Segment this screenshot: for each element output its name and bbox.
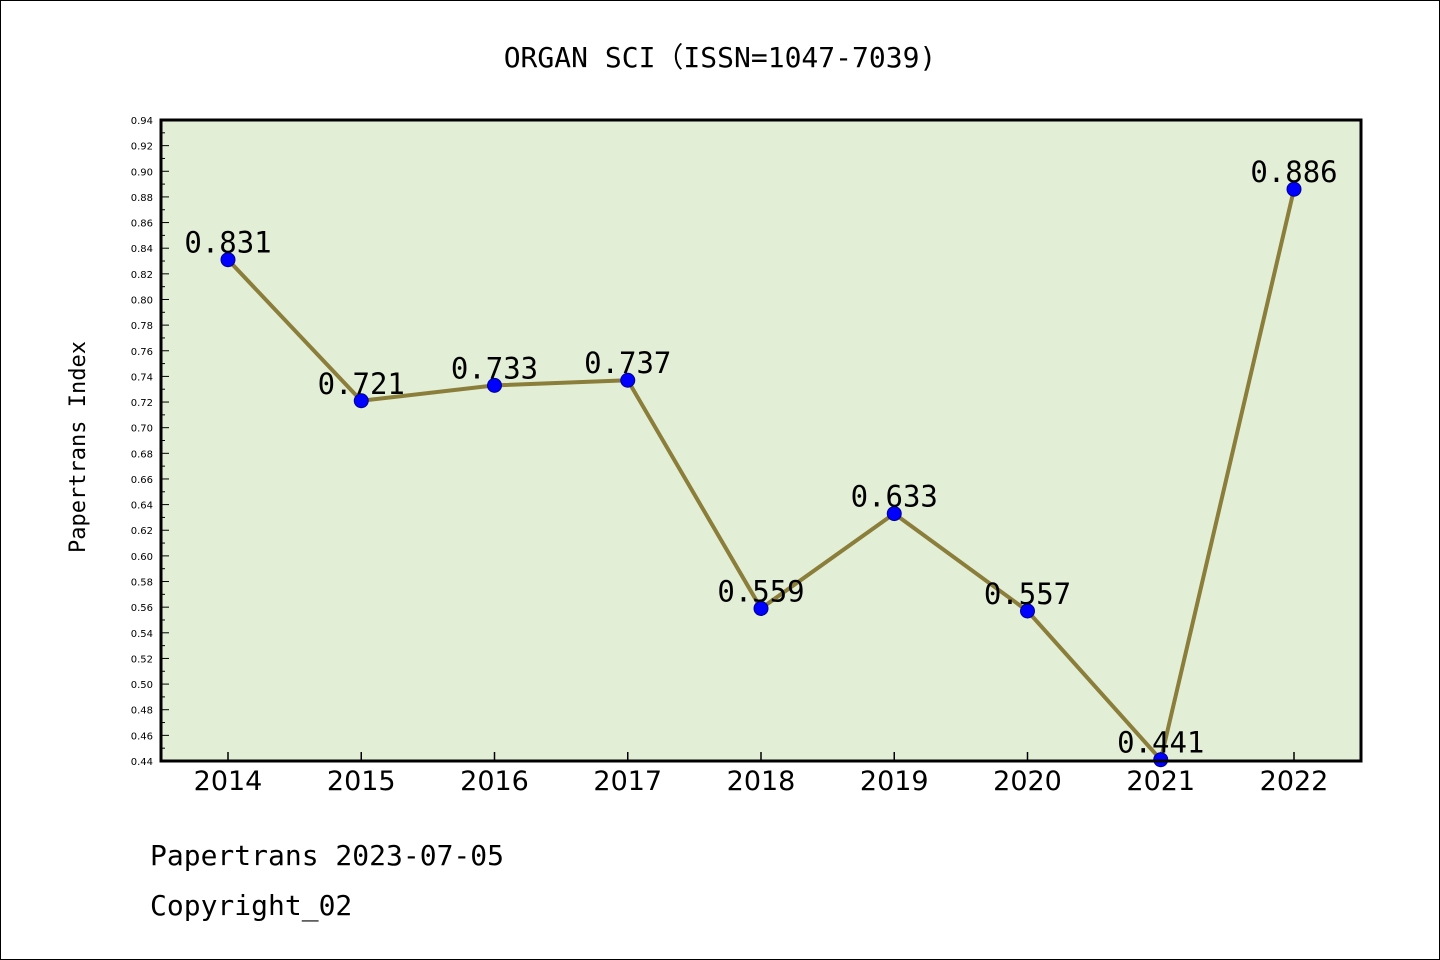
data-point: [1020, 603, 1035, 619]
data-point: [886, 506, 902, 522]
data-label: 0.721: [318, 367, 405, 401]
data-labels-group: 0.831 0.721 0.733 0.737 0.559 0.633 0.557 0.441…: [184, 155, 1337, 759]
data-points-group: [220, 181, 1302, 768]
x-tick-label: 2019: [860, 766, 929, 797]
x-axis: 2014 2015 2016 2017 2018 2019 2020 2021 2022: [194, 752, 1329, 797]
x-tick-label: 2015: [327, 766, 396, 797]
y-tick-label: 0.86: [131, 219, 153, 230]
data-label: 0.737: [584, 346, 671, 380]
x-tick-label: 2014: [194, 766, 263, 797]
y-tick-label: 0.78: [131, 321, 153, 332]
x-tick-label: 2017: [593, 766, 662, 797]
data-label: 0.633: [851, 480, 938, 514]
y-tick-label: 0.84: [131, 244, 153, 255]
data-point: [1286, 181, 1302, 197]
x-tick-label: 2022: [1260, 766, 1329, 797]
y-tick-label: 0.94: [131, 116, 153, 127]
y-tick-label: 0.60: [131, 552, 153, 563]
y-tick-label: 0.88: [131, 193, 153, 204]
data-label: 0.441: [1117, 726, 1204, 760]
y-tick-label: 0.82: [131, 270, 153, 281]
y-tick-label: 0.58: [131, 578, 153, 589]
y-tick-label: 0.66: [131, 475, 153, 486]
data-label: 0.831: [184, 226, 271, 260]
x-tick-label: 2021: [1126, 766, 1195, 797]
plot-frame: [159, 118, 1363, 763]
y-tick-label: 0.52: [131, 654, 153, 665]
chart-title: ORGAN SCI（ISSN=1047-7039): [504, 41, 937, 74]
data-point: [753, 600, 769, 616]
y-tick-label: 0.62: [131, 526, 153, 537]
x-tick-label: 2016: [460, 766, 529, 797]
y-tick-label: 0.76: [131, 347, 153, 358]
y-tick-label: 0.56: [131, 603, 153, 614]
data-point: [620, 372, 636, 388]
data-point: [220, 252, 236, 268]
y-tick-label: 0.48: [131, 706, 153, 717]
data-label: 0.886: [1250, 155, 1337, 189]
data-label: 0.733: [451, 351, 538, 385]
y-tick-label: 0.64: [131, 501, 153, 512]
data-label: 0.557: [984, 577, 1071, 611]
y-tick-label: 0.74: [131, 372, 153, 383]
x-tick-label: 2020: [993, 766, 1062, 797]
x-tick-label: 2018: [727, 766, 796, 797]
y-tick-label: 0.72: [131, 398, 153, 409]
y-tick-label: 0.80: [131, 295, 153, 306]
data-point: [487, 377, 502, 393]
y-tick-label: 0.50: [131, 680, 153, 691]
data-point: [353, 393, 369, 409]
y-tick-label: 0.92: [131, 142, 153, 153]
y-tick-label: 0.70: [131, 424, 153, 435]
footer-date-text: Papertrans 2023-07-05: [150, 839, 504, 872]
footer-copyright-text: Copyright_02: [150, 889, 352, 923]
data-label: 0.559: [717, 574, 804, 608]
y-tick-label: 0.44: [131, 757, 153, 768]
y-tick-label: 0.68: [131, 449, 153, 460]
y-axis-label: Papertrans Index: [66, 341, 91, 553]
y-tick-label: 0.90: [131, 167, 153, 178]
y-tick-label: 0.54: [131, 629, 153, 640]
y-tick-label: 0.46: [131, 731, 153, 742]
plot-area: [161, 120, 1361, 761]
